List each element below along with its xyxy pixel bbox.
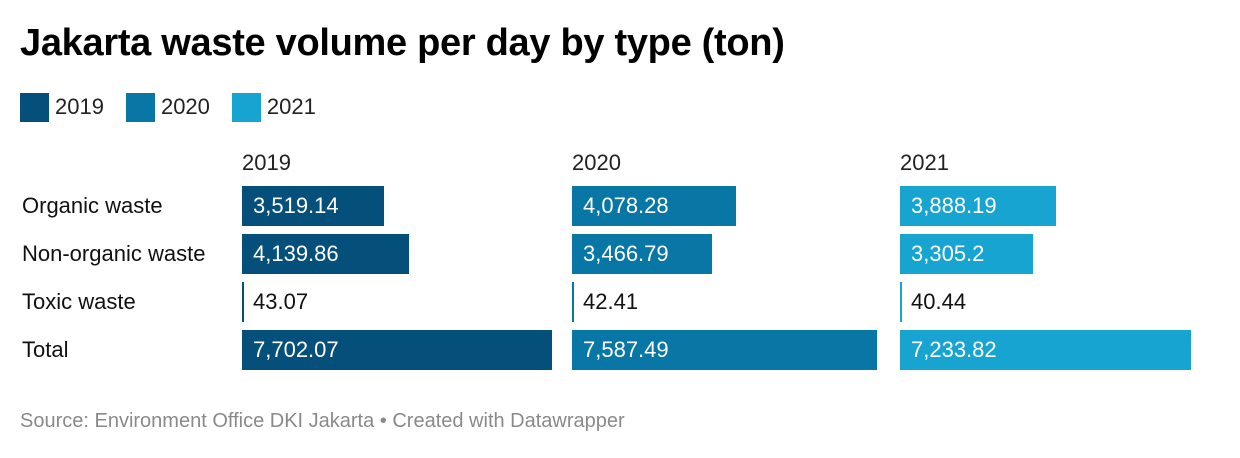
value-label-2021-organic-waste: 3,888.19: [911, 193, 997, 218]
bar-2021-total: [900, 330, 1191, 370]
column-header-2019: 2019: [242, 150, 291, 175]
chart-title: Jakarta waste volume per day by type (to…: [20, 22, 785, 64]
value-label-2021-toxic-waste: 40.44: [911, 289, 967, 314]
legend-swatch-2021: [231, 92, 261, 122]
legend-item-2019: 2019: [20, 92, 104, 122]
value-label-2020-total: 7,587.49: [583, 337, 669, 362]
legend: 2019 2020 2021: [20, 92, 316, 122]
bar-2021-toxic-waste: [900, 282, 902, 322]
value-label-2019-non-organic-waste: 4,139.86: [253, 241, 339, 266]
bar-2019-total: [242, 330, 552, 370]
bar-2020-total: [572, 330, 877, 370]
bar-chart: Organic waste Non-organic waste Toxic wast…: [22, 150, 1191, 370]
bar-2020-organic-waste: [572, 186, 736, 226]
bar-2021-non-organic-waste: [900, 234, 1033, 274]
value-label-2020-non-organic-waste: 3,466.79: [583, 241, 669, 266]
value-label-2019-toxic-waste: 43.07: [253, 289, 309, 314]
value-label-2020-organic-waste: 4,078.28: [583, 193, 669, 218]
legend-label-2020: 2020: [160, 94, 210, 119]
bar-2021-organic-waste: [900, 186, 1056, 226]
value-label-2021-non-organic-waste: 3,305.2: [911, 241, 985, 266]
legend-label-2021: 2021: [266, 94, 316, 119]
bar-2020-non-organic-waste: [572, 234, 712, 274]
row-label-total: Total: [22, 337, 69, 362]
row-label-organic-waste: Organic waste: [22, 193, 163, 218]
bar-2019-non-organic-waste: [242, 234, 409, 274]
row-label-toxic-waste: Toxic waste: [22, 289, 136, 314]
legend-swatch-2020: [125, 92, 155, 122]
source-note: Source: Environment Office DKI Jakarta •…: [20, 410, 625, 432]
legend-label-2019: 2019: [55, 94, 104, 119]
value-label-2019-total: 7,702.07: [253, 337, 339, 362]
value-label-2019-organic-waste: 3,519.14: [253, 193, 339, 218]
legend-item-2020: 2020: [125, 92, 210, 122]
bar-2020-toxic-waste: [572, 282, 574, 322]
row-label-non-organic-waste: Non-organic waste: [22, 241, 206, 266]
column-header-2020: 2020: [572, 150, 621, 175]
bar-2019-toxic-waste: [242, 282, 244, 322]
legend-item-2021: 2021: [231, 92, 316, 122]
legend-swatch-2019: [20, 92, 49, 122]
bar-2019-organic-waste: [242, 186, 384, 226]
value-label-2020-toxic-waste: 42.41: [583, 289, 639, 314]
value-label-2021-total: 7,233.82: [911, 337, 997, 362]
column-header-2021: 2021: [900, 150, 949, 175]
